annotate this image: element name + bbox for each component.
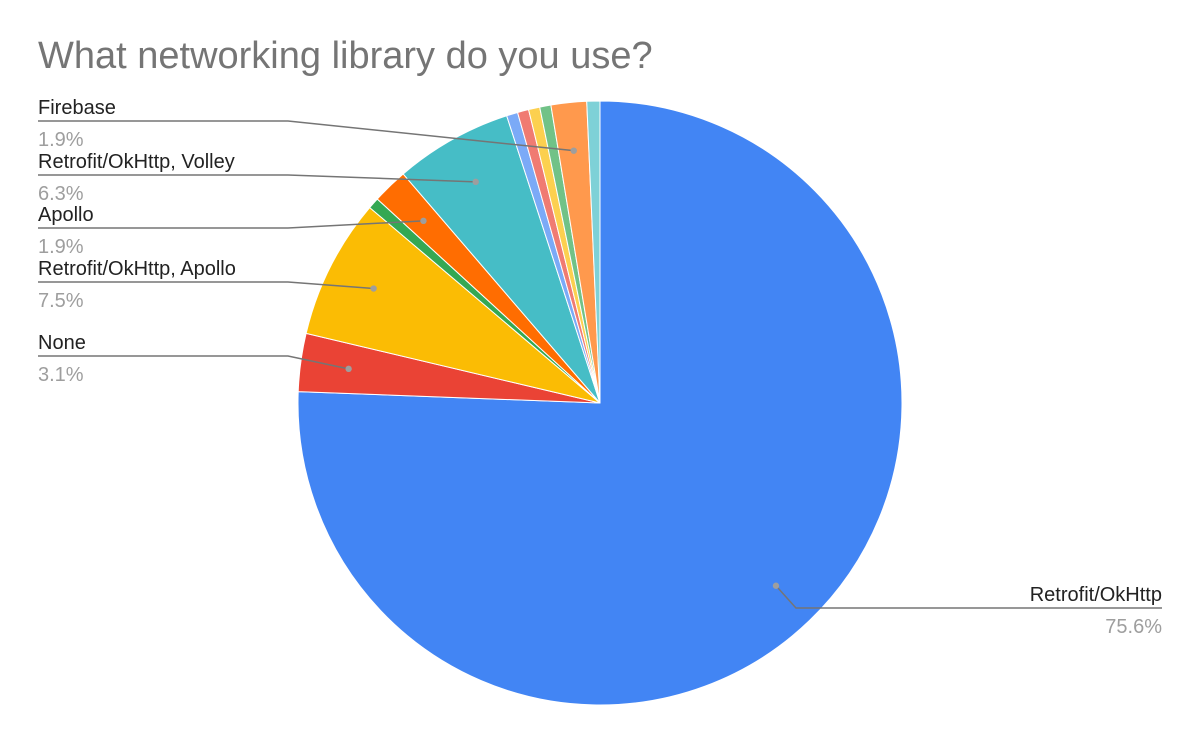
leader-line-retrofit-okhttp (775, 585, 1162, 609)
slice-percent-retrofit-okhttp-volley: 6.3% (38, 183, 84, 205)
slice-label-none: None (38, 332, 86, 354)
pie-slice-retrofit-okhttp-volley (402, 115, 601, 404)
slice-percent-retrofit-okhttp: 75.6% (1105, 616, 1162, 638)
leader-line-none (38, 355, 349, 370)
pie-slices (297, 100, 903, 706)
slice-label-apollo: Apollo (38, 204, 94, 226)
slice-percent-firebase: 1.9% (38, 129, 84, 151)
leader-dot-retrofit-okhttp-apollo (370, 285, 377, 292)
slice-percent-retrofit-okhttp-apollo: 7.5% (38, 290, 84, 312)
leader-dot-retrofit-okhttp (772, 582, 780, 589)
leader-line-apollo (38, 220, 424, 229)
slice-percent-apollo: 1.9% (38, 236, 84, 258)
slice-label-retrofit-okhttp-apollo: Retrofit/OkHttp, Apollo (38, 258, 236, 280)
slice-percent-none: 3.1% (38, 364, 84, 386)
leader-dot-retrofit-okhttp-volley (472, 178, 479, 186)
chart-title: What networking library do you use? (38, 35, 653, 77)
leader-line-retrofit-okhttp-volley (38, 174, 476, 183)
slice-label-retrofit-okhttp: Retrofit/OkHttp (1030, 584, 1162, 606)
slice-label-retrofit-okhttp-volley: Retrofit/OkHttp, Volley (38, 151, 235, 173)
slice-label-firebase: Firebase (38, 97, 116, 119)
pie-slice-unlabeled-11 (586, 100, 601, 404)
leader-dot-apollo (420, 217, 427, 225)
leader-dot-none (345, 365, 352, 373)
leader-line-firebase (38, 120, 574, 152)
pie-slice-retrofit-okhttp-apollo (305, 206, 601, 404)
leader-dot-firebase (570, 147, 577, 154)
slice-labels: Retrofit/OkHttp 75.6% None 3.1% Retrofit/OkH… (38, 97, 1162, 638)
leader-line-retrofit-okhttp-apollo (38, 281, 374, 290)
